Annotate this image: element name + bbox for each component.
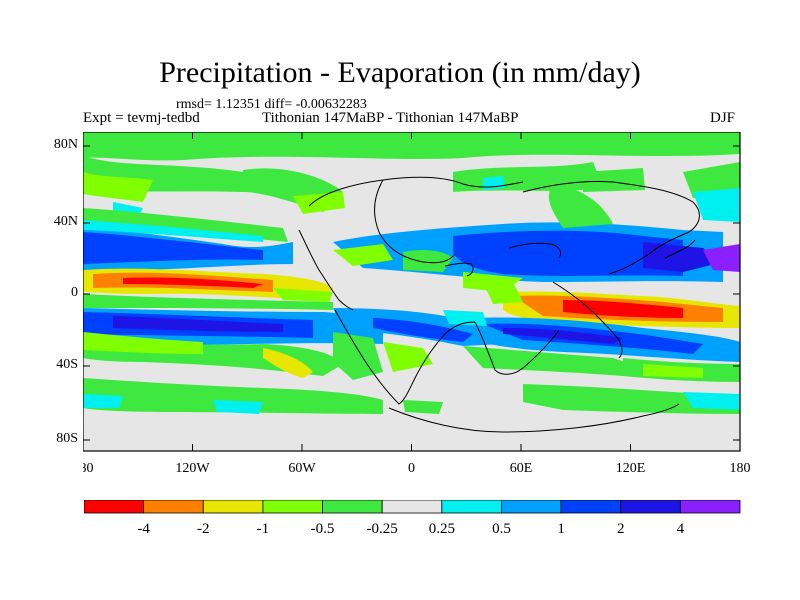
- colorbar-label: 0.25: [429, 521, 455, 537]
- lon-tick-label: 0: [408, 461, 415, 476]
- lat-tick-label: 80S: [56, 431, 78, 446]
- colorbar-swatch: [322, 500, 383, 514]
- lon-tick-label: 120E: [616, 461, 646, 476]
- lat-tick-label: 40N: [53, 214, 78, 229]
- precip-evap-field: [83, 132, 740, 451]
- period-label: Tithonian 147MaBP - Tithonian 147MaBP: [262, 110, 519, 126]
- page-title: Precipitation - Evaporation (in mm/day): [159, 56, 641, 89]
- colorbar-label: -2: [197, 521, 210, 537]
- season-label: DJF: [710, 110, 736, 126]
- colorbar-swatch: [381, 500, 443, 514]
- colorbar-label: -0.25: [367, 521, 398, 537]
- colorbar-label: -1: [257, 521, 270, 537]
- colorbar-label: 4: [677, 521, 685, 537]
- colorbar-label: 1: [557, 521, 565, 537]
- colorbar-swatch: [501, 500, 562, 514]
- colorbar-swatch: [262, 500, 323, 514]
- colorbar-swatch: [84, 500, 145, 514]
- stats-label: rmsd= 1.12351 diff= -0.00632283: [176, 97, 367, 112]
- colorbar-label: -0.5: [311, 521, 335, 537]
- colorbar-swatch: [143, 500, 204, 514]
- colorbar-label: -4: [137, 521, 150, 537]
- colorbar-label: 0.5: [492, 521, 511, 537]
- colorbar-swatch: [679, 500, 741, 514]
- lon-tick-label: 180: [83, 461, 94, 476]
- colorbar-swatch: [441, 500, 502, 514]
- lon-tick-label: 180: [730, 461, 751, 476]
- longitude-axis: 180 120W 60W 0 60E 120E 180: [83, 132, 751, 476]
- lat-tick-label: 40S: [56, 357, 78, 372]
- colorbar-swatch: [202, 500, 264, 514]
- lat-tick-label: 80N: [53, 137, 78, 152]
- experiment-label: Expt = tevmj-tedbd: [83, 110, 200, 126]
- lat-tick-label: 0: [71, 285, 78, 300]
- lon-tick-label: 120W: [175, 461, 210, 476]
- colorbar: -4 -2 -1 -0.5 -0.25 0.25 0.5 1 2 4: [84, 500, 741, 537]
- colorbar-swatch: [620, 500, 681, 514]
- colorbar-label: 2: [617, 521, 625, 537]
- latitude-axis: [83, 145, 740, 441]
- coastlines: [298, 176, 700, 433]
- colorbar-swatch: [560, 500, 622, 514]
- map-plot: 180 120W 60W 0 60E 120E 180: [83, 132, 751, 476]
- lon-tick-label: 60W: [288, 461, 316, 476]
- lon-tick-label: 60E: [510, 461, 533, 476]
